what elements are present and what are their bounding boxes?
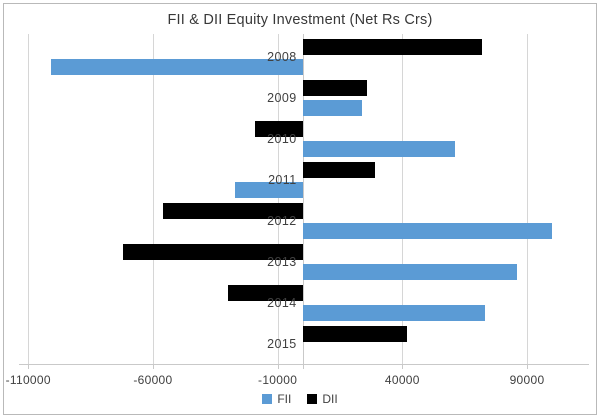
- bar-dii-2014: [227, 284, 303, 301]
- bar-dii-2008: [302, 38, 483, 55]
- category-label-2015: 2015: [267, 336, 297, 351]
- bar-fii-2010: [302, 140, 455, 157]
- value-axis-line: [19, 364, 589, 365]
- x-gridline: [28, 34, 30, 364]
- legend-item-dii: DII: [307, 392, 338, 406]
- x-tick-mark: [402, 364, 404, 369]
- legend: FII DII: [4, 392, 596, 406]
- x-tick-label: 90000: [509, 373, 545, 387]
- legend-label-fii: FII: [277, 392, 292, 406]
- bar-dii-2013: [122, 243, 303, 260]
- x-tick-label: -10000: [258, 373, 298, 387]
- bar-dii-2011: [302, 161, 375, 178]
- x-gridline: [527, 34, 529, 364]
- category-label-2011: 2011: [268, 172, 297, 187]
- category-axis-line: [302, 34, 304, 369]
- chart-title: FII & DII Equity Investment (Net Rs Crs): [167, 12, 433, 28]
- x-tick-mark: [28, 364, 30, 369]
- x-tick-mark: [527, 364, 529, 369]
- bar-fii-2012: [302, 222, 552, 239]
- x-gridline: [277, 34, 279, 364]
- x-gridline: [402, 34, 404, 364]
- legend-swatch-fii: [262, 394, 273, 404]
- bar-dii-2009: [302, 79, 368, 96]
- x-tick-label: -110000: [5, 373, 51, 387]
- x-tick-mark: [152, 364, 154, 369]
- legend-swatch-dii: [307, 394, 318, 404]
- bar-fii-2014: [302, 304, 485, 321]
- x-gridline: [152, 34, 154, 364]
- bar-dii-2015: [302, 325, 408, 342]
- bar-fii-2013: [302, 263, 518, 280]
- bar-dii-2010: [255, 120, 303, 137]
- category-label-2009: 2009: [267, 90, 297, 105]
- legend-item-fii: FII: [262, 392, 291, 406]
- category-label-2010: 2010: [267, 131, 297, 146]
- chart-border: FII & DII Equity Investment (Net Rs Crs)…: [3, 3, 597, 415]
- bar-fii-2011: [235, 181, 303, 198]
- legend-label-dii: DII: [322, 392, 338, 406]
- x-tick-label: 40000: [384, 373, 420, 387]
- bar-fii-2009: [302, 99, 363, 116]
- x-tick-mark: [277, 364, 279, 369]
- category-label-2014: 2014: [267, 295, 297, 310]
- bar-fii-2008: [50, 58, 303, 75]
- bar-dii-2012: [162, 202, 303, 219]
- category-label-2008: 2008: [267, 49, 297, 64]
- category-label-2012: 2012: [267, 213, 297, 228]
- category-label-2013: 2013: [267, 254, 297, 269]
- x-tick-label: -60000: [133, 373, 173, 387]
